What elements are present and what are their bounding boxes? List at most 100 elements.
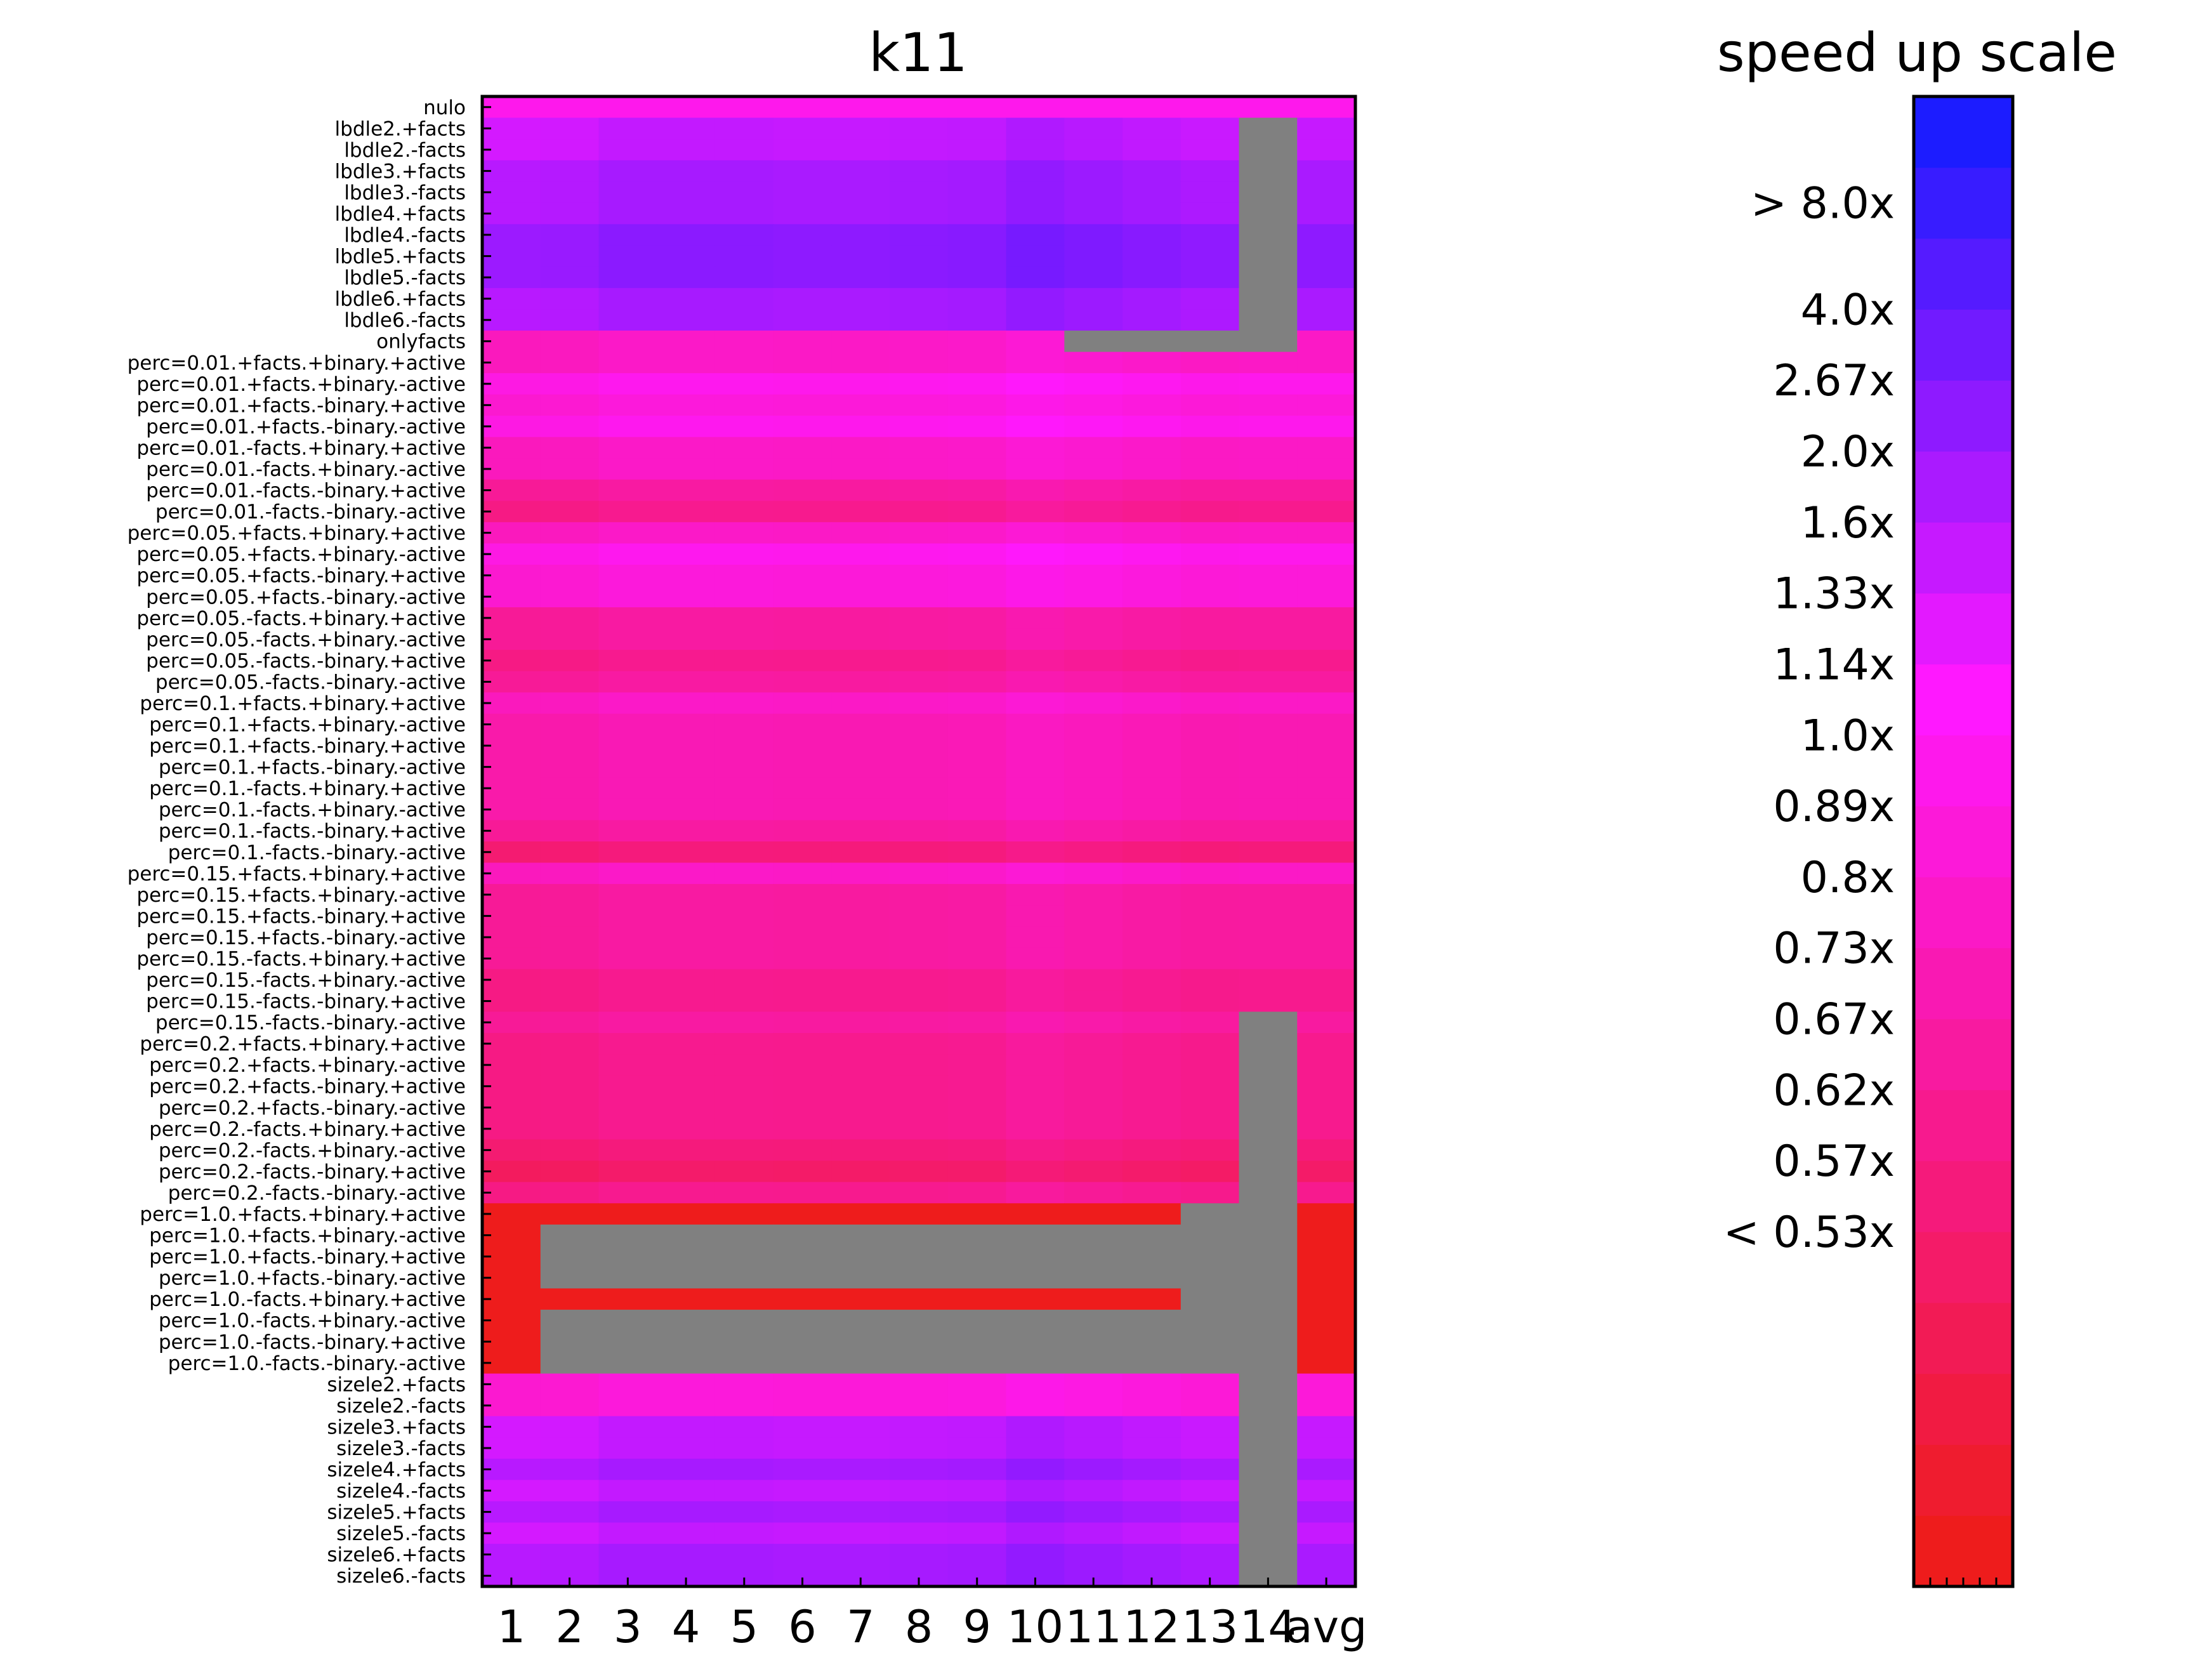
heatmap-cell <box>831 437 890 459</box>
heatmap-cell <box>1239 564 1298 587</box>
heatmap-cell <box>540 330 600 353</box>
heatmap-cell <box>831 671 890 693</box>
heatmap-cell <box>773 1161 832 1183</box>
heatmap-cell <box>714 1309 774 1332</box>
heatmap-cell <box>831 1203 890 1225</box>
heatmap-cell <box>773 1224 832 1246</box>
heatmap-cell <box>1006 820 1065 842</box>
heatmap-cell <box>1297 1224 1356 1246</box>
heatmap-cell <box>1006 841 1065 864</box>
heatmap-cell <box>714 1416 774 1438</box>
heatmap-cell <box>657 160 716 182</box>
heatmap-cell <box>540 501 600 523</box>
heatmap-cell <box>657 1395 716 1417</box>
heatmap-cell <box>1122 522 1182 544</box>
heatmap-cell <box>598 1139 657 1161</box>
heatmap-cell <box>714 181 774 204</box>
heatmap-cell <box>540 267 600 289</box>
heatmap-cell <box>1064 522 1123 544</box>
heatmap-cell <box>482 309 541 331</box>
heatmap-cell <box>598 245 657 267</box>
heatmap-cell <box>831 1288 890 1310</box>
heatmap-cell <box>598 1182 657 1204</box>
heatmap-cell <box>1180 947 1240 970</box>
heatmap-cell <box>540 1097 600 1119</box>
heatmap-cell <box>482 628 541 650</box>
heatmap-cell <box>482 330 541 353</box>
heatmap-cell <box>1006 947 1065 970</box>
heatmap-cell <box>657 798 716 821</box>
row-label: perc=0.01.+facts.-binary.+active <box>136 394 466 417</box>
heatmap-cell <box>890 373 949 395</box>
heatmap-cell <box>1297 181 1356 204</box>
column-label: 1 <box>497 1601 526 1653</box>
heatmap-cell <box>1122 1182 1182 1204</box>
heatmap-cell <box>1006 926 1065 949</box>
heatmap-cell <box>540 777 600 800</box>
heatmap-cell <box>947 394 1007 416</box>
heatmap-cell <box>482 862 541 885</box>
heatmap-cell <box>831 202 890 225</box>
heatmap-cell <box>657 1543 716 1566</box>
heatmap-cell <box>1180 1543 1240 1566</box>
heatmap-cell <box>1064 905 1123 927</box>
heatmap-cell <box>1064 330 1123 353</box>
heatmap-cell <box>1239 1458 1298 1480</box>
heatmap-cell <box>1006 1182 1065 1204</box>
heatmap-cell <box>890 1501 949 1523</box>
heatmap-cell <box>657 1118 716 1140</box>
heatmap-cell <box>540 841 600 864</box>
heatmap-cell <box>1064 650 1123 672</box>
heatmap-cell <box>890 352 949 374</box>
heatmap-cell <box>831 1246 890 1268</box>
heatmap-cell <box>482 1288 541 1310</box>
heatmap-cell <box>773 798 832 821</box>
heatmap-cell <box>482 245 541 267</box>
heatmap-cell <box>1064 437 1123 459</box>
heatmap-cell <box>1239 437 1298 459</box>
heatmap-cell <box>1180 202 1240 225</box>
heatmap-cell <box>540 416 600 438</box>
heatmap-cell <box>1239 330 1298 353</box>
heatmap-cell <box>1006 1267 1065 1289</box>
heatmap-cell <box>1064 777 1123 800</box>
heatmap-cell <box>1122 990 1182 1012</box>
heatmap-cell <box>773 1011 832 1034</box>
heatmap-cell <box>657 1203 716 1225</box>
heatmap-cell <box>890 330 949 353</box>
heatmap-cell <box>947 607 1007 629</box>
heatmap-cell <box>1064 820 1123 842</box>
heatmap-cell <box>773 287 832 310</box>
heatmap-cell <box>1006 181 1065 204</box>
heatmap-cell <box>1064 394 1123 416</box>
heatmap-cell <box>1297 1139 1356 1161</box>
heatmap-cell <box>1297 501 1356 523</box>
heatmap-cell <box>947 458 1007 480</box>
heatmap-cell <box>482 1267 541 1289</box>
heatmap-cell <box>1180 543 1240 565</box>
heatmap-cell <box>540 1437 600 1459</box>
heatmap-cell <box>773 1373 832 1395</box>
heatmap-cell <box>1180 1203 1240 1225</box>
heatmap-cell <box>947 947 1007 970</box>
heatmap-cell <box>947 96 1007 119</box>
heatmap-cell <box>773 990 832 1012</box>
heatmap-cell <box>540 202 600 225</box>
heatmap-cell <box>1239 1522 1298 1545</box>
heatmap-cell <box>1180 990 1240 1012</box>
heatmap-cell <box>598 1458 657 1480</box>
colorbar-swatch <box>1914 238 2013 310</box>
heatmap-cell <box>1297 798 1356 821</box>
heatmap-cell <box>831 458 890 480</box>
heatmap-cell <box>482 798 541 821</box>
heatmap-cell <box>1239 309 1298 331</box>
heatmap-cell <box>1064 1458 1123 1480</box>
heatmap-cell <box>1064 862 1123 885</box>
heatmap-cell <box>947 224 1007 246</box>
heatmap-cell <box>1180 798 1240 821</box>
heatmap-cell <box>1297 287 1356 310</box>
heatmap-cell <box>598 1352 657 1374</box>
heatmap-cell <box>773 139 832 161</box>
heatmap-cell <box>1006 1373 1065 1395</box>
row-labels: nulolbdle2.+factslbdle2.-factslbdle3.+fa… <box>128 96 491 1588</box>
